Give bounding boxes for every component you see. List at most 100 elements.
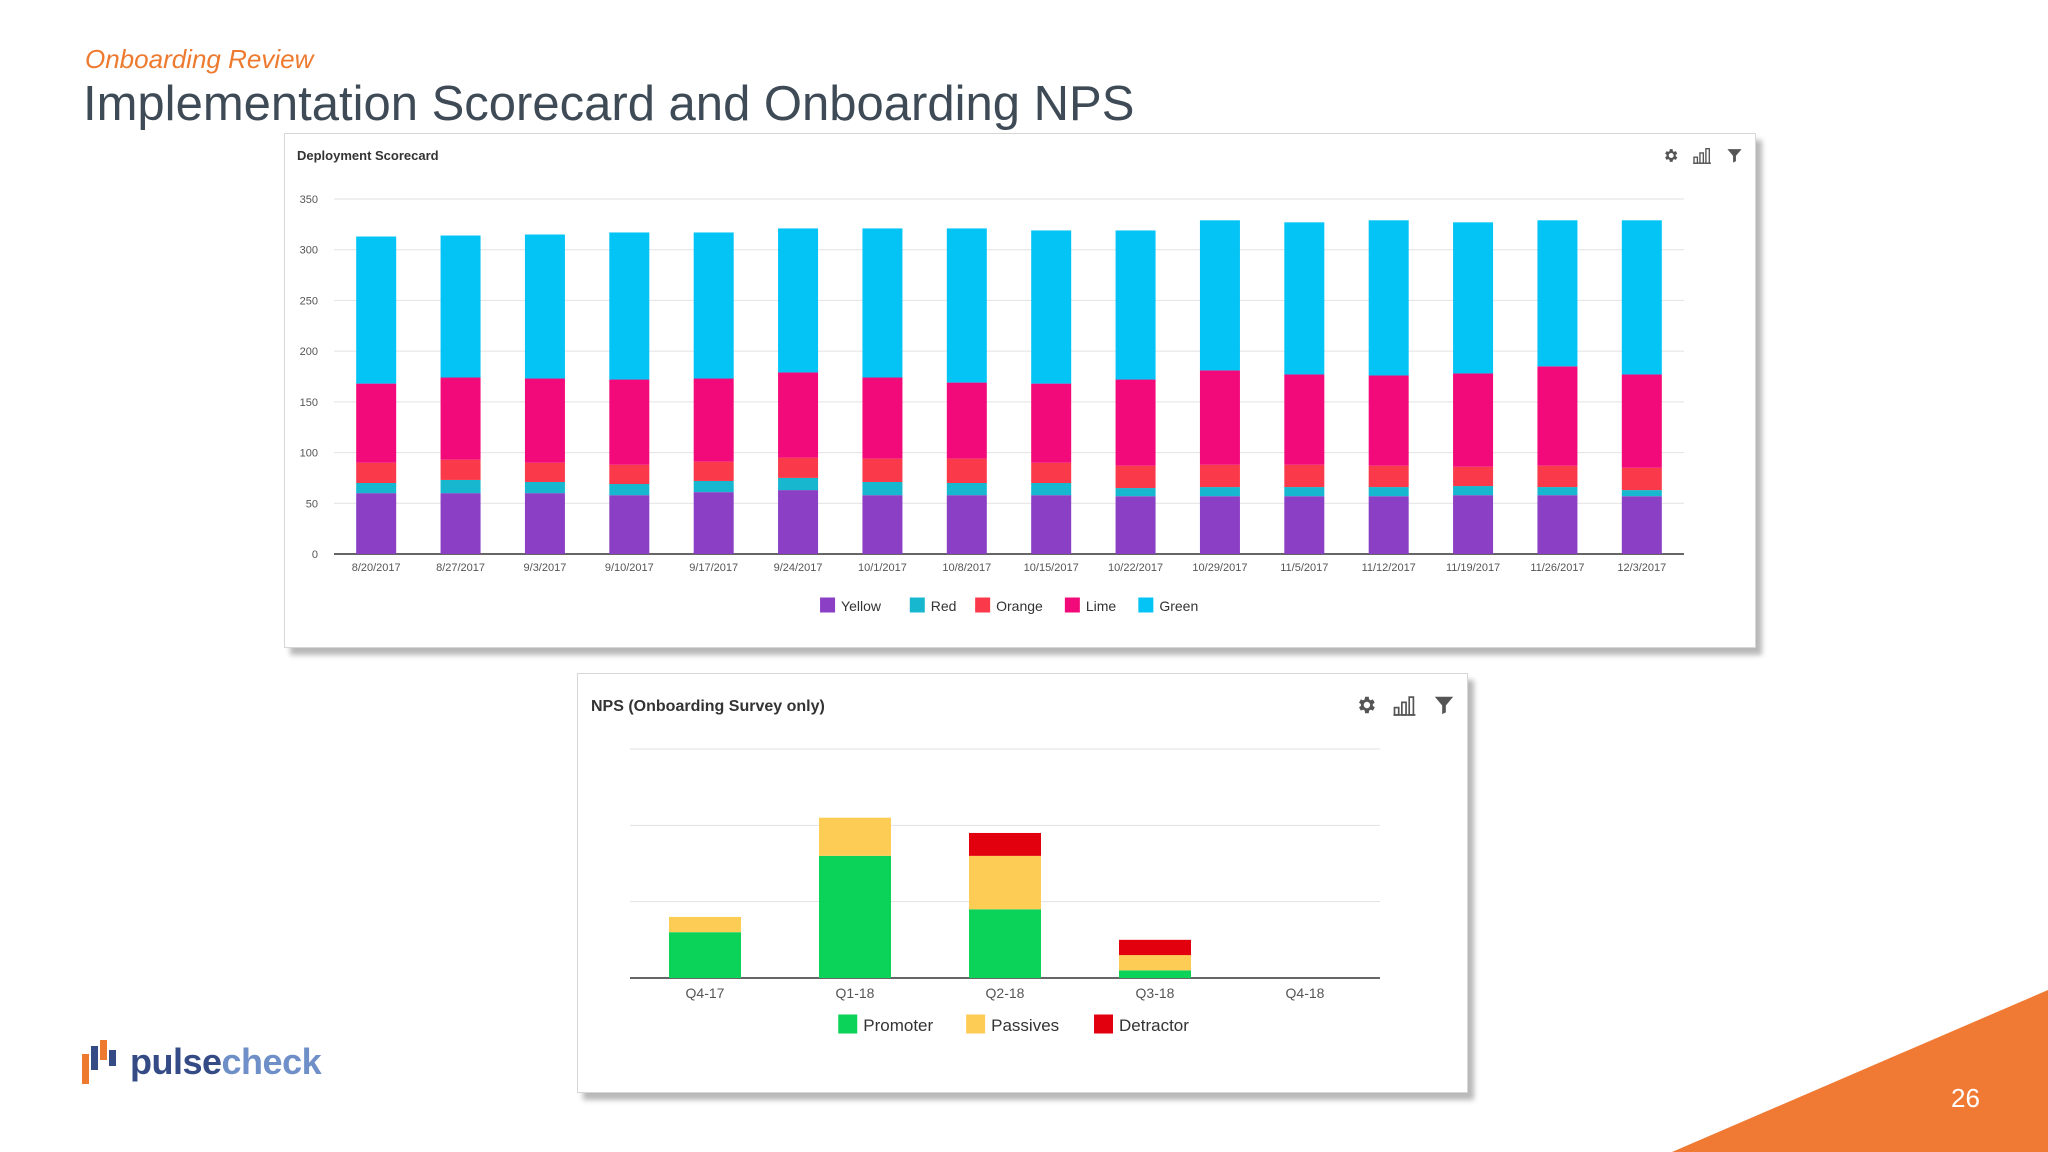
legend-swatch — [975, 597, 991, 613]
bar-segment — [862, 495, 903, 554]
bar-segment — [440, 459, 481, 480]
bar-segment — [356, 383, 397, 463]
bar-segment — [1031, 495, 1072, 554]
pulsecheck-logo: pulsecheck — [82, 1040, 322, 1084]
bar-segment — [1119, 955, 1191, 971]
bar-segment — [862, 377, 903, 459]
bar-segment — [1119, 970, 1191, 978]
bar-segment — [1199, 496, 1240, 554]
panel-title: Deployment Scorecard — [297, 148, 439, 163]
panel-toolbar — [1662, 147, 1743, 164]
bar-segment — [1199, 220, 1240, 371]
filter-icon[interactable] — [1433, 694, 1455, 716]
panel-title: NPS (Onboarding Survey only) — [591, 698, 825, 715]
bar-chart-icon[interactable] — [1693, 147, 1712, 164]
bar-segment — [819, 855, 891, 978]
bar-segment — [778, 228, 819, 373]
bar-segment — [609, 464, 650, 485]
x-tick-label: Q2-18 — [986, 985, 1025, 1001]
bar-segment — [693, 461, 734, 481]
x-tick-label: 9/17/2017 — [689, 562, 738, 574]
bar-segment — [524, 493, 565, 554]
legend-swatch — [1064, 597, 1080, 613]
legend-swatch — [838, 1014, 858, 1034]
bar-segment — [1284, 487, 1325, 497]
legend-swatch — [966, 1014, 986, 1034]
x-tick-label: 12/3/2017 — [1617, 562, 1666, 574]
bar-segment — [609, 379, 650, 465]
bar-segment — [1031, 230, 1072, 384]
bar-segment — [1199, 487, 1240, 497]
x-tick-label: 9/24/2017 — [774, 562, 823, 574]
bar-segment — [356, 493, 397, 554]
bar-segment — [693, 492, 734, 554]
nps-panel: NPS (Onboarding Survey only) Q4-17 Q1-18 Q… — [577, 673, 1468, 1093]
bar-segment — [1621, 467, 1662, 491]
bar-segment — [946, 483, 987, 496]
bar-segment — [1284, 374, 1325, 465]
legend-label: Passives — [991, 1016, 1059, 1035]
y-tick-label: 350 — [300, 194, 318, 206]
bar-segment — [1453, 486, 1494, 496]
slide-title: Implementation Scorecard and Onboarding … — [83, 77, 1135, 131]
bar-segment — [609, 232, 650, 380]
bar-segment — [1368, 375, 1409, 466]
x-tick-label: 11/12/2017 — [1362, 562, 1416, 574]
logo-text-pulse: pulse — [130, 1041, 222, 1082]
bar-segment — [946, 458, 987, 483]
gear-icon[interactable] — [1662, 147, 1679, 164]
legend-label: Lime — [1086, 598, 1117, 614]
x-tick-label: 10/1/2017 — [858, 562, 907, 574]
filter-icon[interactable] — [1726, 147, 1743, 164]
bar-segment — [440, 377, 481, 460]
bar-segment — [1621, 374, 1662, 468]
x-tick-label: 10/15/2017 — [1024, 562, 1079, 574]
bar-segment — [669, 916, 741, 933]
bar-segment — [609, 484, 650, 496]
bar-segment — [693, 232, 734, 379]
bar-segment — [1453, 222, 1494, 374]
x-tick-label: Q4-18 — [1286, 985, 1325, 1001]
y-tick-label: 100 — [300, 448, 318, 460]
x-tick-label: 11/19/2017 — [1446, 562, 1500, 574]
deployment-scorecard-chart: 0 50 100 150 200 250 300 350 8/20/2017 8/27/2017 9… — [300, 194, 1684, 614]
y-tick-label: 250 — [300, 295, 318, 307]
bar-segment — [1368, 487, 1409, 497]
bar-segment — [1368, 465, 1409, 488]
legend-label: Green — [1159, 598, 1198, 614]
bar-segment — [356, 462, 397, 483]
legend-swatch — [820, 597, 836, 613]
bar-segment — [1621, 496, 1662, 554]
nps-chart: Q4-17 Q1-18 Q2-18 Q3-18 Q4-18 Promoter Passive… — [630, 748, 1380, 1035]
bar-segment — [1031, 383, 1072, 463]
bar-chart-icon[interactable] — [1393, 695, 1417, 716]
bar-segment — [1537, 220, 1578, 367]
slide-subtitle: Onboarding Review — [85, 44, 314, 74]
x-tick-label: Q3-18 — [1136, 985, 1175, 1001]
bar-segment — [693, 480, 734, 493]
bar-segment — [1537, 366, 1578, 466]
bar-segment — [1115, 496, 1156, 554]
bar-segment — [969, 832, 1041, 856]
panel-toolbar — [1355, 694, 1455, 716]
gear-icon[interactable] — [1355, 694, 1377, 716]
bar-segment — [862, 228, 903, 378]
bar-segment — [862, 481, 903, 496]
pulsecheck-logo-icon — [82, 1040, 116, 1084]
bar-segment — [1031, 462, 1072, 483]
bar-segment — [1115, 488, 1156, 497]
bar-segment — [440, 479, 481, 494]
legend-swatch — [1094, 1014, 1114, 1034]
bar-segment — [693, 378, 734, 462]
y-tick-label: 300 — [300, 245, 318, 257]
bar-segment — [946, 228, 987, 383]
bar-segment — [1115, 465, 1156, 489]
legend-label: Detractor — [1119, 1016, 1189, 1035]
legend-swatch — [909, 597, 925, 613]
bar-segment — [524, 481, 565, 494]
x-tick-label: 10/8/2017 — [942, 562, 991, 574]
bar-segment — [1537, 465, 1578, 488]
legend-label: Promoter — [863, 1016, 933, 1035]
bar-segment — [1284, 496, 1325, 554]
